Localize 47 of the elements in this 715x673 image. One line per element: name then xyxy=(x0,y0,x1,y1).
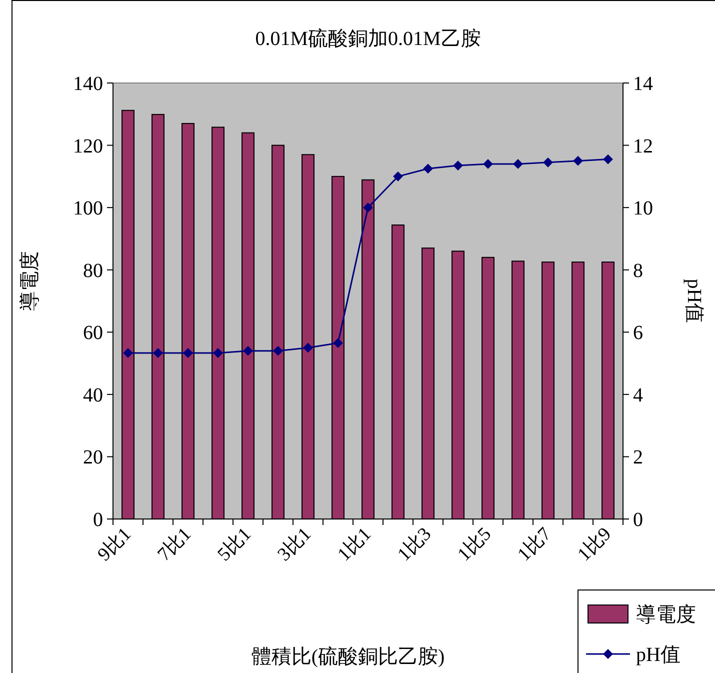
point xyxy=(213,348,223,358)
point xyxy=(573,156,583,166)
y-tick-label: 120 xyxy=(73,135,103,158)
point xyxy=(123,348,133,358)
point xyxy=(183,348,193,358)
y2-tick-label: 4 xyxy=(633,384,643,406)
y2-tick-label: 10 xyxy=(633,198,653,220)
legend-label: 導電度 xyxy=(636,604,696,626)
x-tick-label: 3比1 xyxy=(274,524,316,566)
point xyxy=(603,154,613,164)
point xyxy=(423,164,433,174)
point xyxy=(333,338,343,348)
chart-title: 0.01M硫酸銅加0.01M乙胺 xyxy=(255,28,481,50)
y2-tick-label: 8 xyxy=(633,260,643,282)
y2-tick-label: 0 xyxy=(633,509,643,531)
point xyxy=(483,159,493,169)
y-tick-label: 140 xyxy=(73,73,103,95)
y2-axis-title: pH值 xyxy=(683,278,705,324)
y-axis-title: 導電度 xyxy=(19,251,41,311)
x-tick-label: 7比1 xyxy=(154,524,196,566)
point xyxy=(363,202,373,213)
x-tick-label: 1比5 xyxy=(454,524,496,566)
point xyxy=(243,346,253,356)
y-tick-label: 60 xyxy=(83,322,103,344)
x-tick-label: 1比9 xyxy=(574,524,616,566)
point xyxy=(393,171,403,182)
y-tick-label: 0 xyxy=(93,509,103,531)
point xyxy=(543,157,553,168)
y-tick-label: 40 xyxy=(83,384,103,406)
point xyxy=(153,348,163,358)
x-tick-label: 1比1 xyxy=(334,524,376,566)
x-tick-label: 5比1 xyxy=(214,524,256,566)
y-tick-label: 80 xyxy=(83,260,103,282)
point xyxy=(273,346,283,356)
y2-tick-label: 2 xyxy=(633,446,643,469)
point xyxy=(513,159,523,169)
x-axis-title: 體積比(硫酸銅比乙胺) xyxy=(251,646,445,668)
x-tick-label: 1比3 xyxy=(394,524,436,566)
y2-tick-label: 12 xyxy=(633,135,653,158)
point xyxy=(453,160,463,170)
y-tick-label: 20 xyxy=(83,446,103,469)
x-tick-label: 1比7 xyxy=(514,524,556,566)
y2-tick-label: 14 xyxy=(633,73,653,95)
y2-tick-label: 6 xyxy=(633,322,643,344)
y-tick-label: 100 xyxy=(73,198,103,220)
point xyxy=(303,342,313,353)
legend-label: pH值 xyxy=(636,644,680,666)
